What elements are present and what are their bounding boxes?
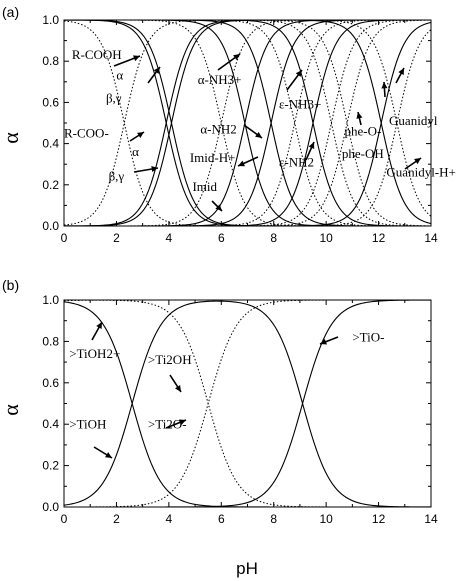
- panel-a-10-arrow-head: [381, 82, 388, 89]
- panel-b-3-arrow-head: [179, 419, 186, 426]
- panel-a-annotation-label-10: α: [132, 144, 139, 159]
- panel-a-annotation-label-13: β,γ: [109, 169, 125, 184]
- panel-a-9-arrow-head: [308, 142, 315, 149]
- panel-a-y-tick-label: 0.8: [42, 54, 59, 68]
- panel-a-annotation-label-12: Imid-H+: [190, 150, 236, 165]
- panel-b-y-tick-label: 0.4: [42, 417, 59, 431]
- panel-b-y-tick-label: 0.0: [42, 500, 59, 514]
- panel-a-11-arrow-head: [356, 112, 363, 119]
- panel-b-y-tick-label: 1.0: [42, 293, 59, 307]
- panel-a-y-tick-label: 1.0: [42, 13, 59, 27]
- panel-a-annotation-label-7: R-COO-: [64, 125, 109, 140]
- panel-a-annotation-label-3: α-NH3+: [198, 72, 242, 87]
- panel-b-annotation-label-4: >Ti2O-: [148, 416, 187, 431]
- panel-a-x-tick-label: 4: [166, 231, 173, 245]
- panel-b-x-tick-label: 2: [113, 512, 120, 526]
- panel-a-y-tick-label: 0.0: [42, 219, 59, 233]
- panel-b-x-tick-label: 12: [372, 512, 386, 526]
- panel-a-annotation-label-0: R-COOH: [72, 47, 122, 62]
- panel-a-x-tick-label: 2: [113, 231, 120, 245]
- panel-a-1-arrow-head: [153, 67, 160, 74]
- panel-b-x-tick-label: 6: [218, 512, 225, 526]
- panel-a-annotation-label-6: Guanidyl: [389, 113, 438, 128]
- panel-a-y-axis-label: α: [0, 132, 23, 144]
- panel-b-series-line-solid-2: [64, 299, 431, 508]
- panel-a-x-tick-label: 6: [218, 231, 225, 245]
- panel-a-0-arrow-head: [133, 55, 140, 62]
- panel-b: (b) α pH 0 2 4 6 8 10 12 14 0.0 0.2 0.4 0.6 0.8 1.0 >T…: [0, 277, 438, 578]
- panel-a-8-arrow-head: [295, 70, 302, 77]
- panel-a-y-tick-label: 0.4: [42, 137, 59, 151]
- panel-a-2-arrow-head: [137, 132, 144, 138]
- panel-b-y-tick-label: 0.2: [42, 459, 59, 473]
- panel-b-x-axis-label: pH: [236, 559, 258, 578]
- panel-a-annotation-label-5: phe-O-: [344, 123, 381, 138]
- panel-a-y-tick-label: 0.6: [42, 95, 59, 109]
- panel-a-annotation-label-11: ε-NH2: [279, 154, 314, 169]
- panel-b-x-tick-label: 14: [424, 512, 438, 526]
- panel-a-annotation-label-8: α-NH2: [200, 121, 236, 136]
- panel-b-4-arrow-head: [320, 338, 327, 345]
- panel-a-series-line-dotted-18: [64, 19, 432, 227]
- panel-b-plot-area: 0 2 4 6 8 10 12 14 0.0 0.2 0.4 0.6 0.8 1.0 >TiOH2+ >Ti2…: [42, 293, 438, 526]
- panel-a-13-arrow-head: [414, 158, 421, 165]
- panel-b-annotation-label-1: >Ti2OH: [148, 352, 192, 367]
- panel-a: (a) α 0 2 4 6 8 10 12 14 0.0 0.2 0.4 0.6 0.8 1.0 R-COO…: [0, 4, 456, 245]
- panel-b-series-line-solid-0: [63, 301, 431, 508]
- panel-a-letter: (a): [2, 4, 19, 20]
- panel-a-annotation-label-1: α: [116, 68, 123, 83]
- panel-a-series-line-dotted-19: [64, 19, 432, 227]
- panel-b-x-tick-label: 10: [319, 512, 333, 526]
- panel-b-0-arrow-head: [96, 322, 102, 329]
- panel-a-annotation-label-14: Guanidyl-H+: [386, 165, 455, 180]
- panel-a-x-tick-label: 0: [61, 231, 68, 245]
- panel-b-y-tick-label: 0.8: [42, 334, 59, 348]
- panel-b-x-tick-label: 0: [61, 512, 68, 526]
- panel-a-5-arrow-head: [255, 131, 262, 138]
- panel-a-3-arrow-head: [151, 166, 158, 173]
- panel-a-series-line-dotted-23: [64, 29, 432, 227]
- panel-a-annotation-label-9: phe-OH: [342, 146, 384, 161]
- panel-b-x-tick-label: 4: [166, 512, 173, 526]
- panel-b-1-arrow-head: [105, 452, 112, 458]
- panel-a-annotation-label-15: Imid: [192, 179, 217, 194]
- panel-b-2-arrow-head: [175, 385, 181, 392]
- panel-a-x-tick-label: 8: [270, 231, 277, 245]
- panel-b-annotation-label-0: >TiOH2+: [69, 346, 120, 361]
- panel-a-annotation-label-2: β,γ: [106, 90, 122, 105]
- panel-a-12-arrow-head: [398, 68, 404, 75]
- panel-a-plot-area: 0 2 4 6 8 10 12 14 0.0 0.2 0.4 0.6 0.8 1.0 R-COOH α β,γ α…: [42, 13, 456, 245]
- panel-a-7-arrow-head: [215, 204, 222, 211]
- panel-a-x-tick-label: 10: [319, 231, 333, 245]
- panel-a-annotation-label-4: ε-NH3+: [279, 97, 321, 112]
- panel-a-x-tick-label: 14: [424, 231, 438, 245]
- panel-b-y-tick-label: 0.6: [42, 376, 59, 390]
- panel-b-x-tick-label: 8: [270, 512, 277, 526]
- panel-a-series-line-dotted-22: [64, 19, 432, 217]
- panel-b-series-line-solid-1: [63, 300, 431, 508]
- panel-a-6-arrow-head: [238, 160, 245, 167]
- panel-b-annotation-label-3: >TiOH: [69, 416, 106, 431]
- panel-a-y-tick-label: 0.2: [42, 178, 59, 192]
- panel-b-y-axis-label: α: [0, 404, 23, 416]
- panel-a-4-arrow-head: [233, 54, 240, 61]
- panel-b-annotation-label-2: >TiO-: [352, 329, 384, 344]
- panel-b-letter: (b): [2, 277, 19, 293]
- panel-a-x-tick-label: 12: [372, 231, 386, 245]
